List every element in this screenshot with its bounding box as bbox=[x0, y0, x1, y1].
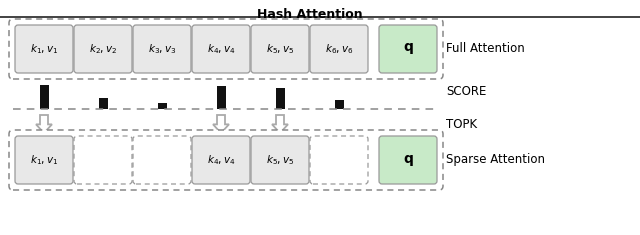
FancyBboxPatch shape bbox=[192, 25, 250, 73]
Text: $\mathbf{q}$: $\mathbf{q}$ bbox=[403, 153, 413, 168]
Text: Hash Attention: Hash Attention bbox=[257, 8, 363, 21]
Text: $k_2,v_2$: $k_2,v_2$ bbox=[89, 42, 117, 56]
Text: $k_4,v_4$: $k_4,v_4$ bbox=[207, 42, 236, 56]
FancyBboxPatch shape bbox=[15, 136, 73, 184]
Text: $k_5,v_5$: $k_5,v_5$ bbox=[266, 42, 294, 56]
FancyBboxPatch shape bbox=[74, 25, 132, 73]
FancyBboxPatch shape bbox=[379, 136, 437, 184]
FancyBboxPatch shape bbox=[379, 25, 437, 73]
Text: TOPK: TOPK bbox=[446, 118, 477, 130]
Text: Full Attention: Full Attention bbox=[446, 43, 525, 55]
FancyBboxPatch shape bbox=[133, 136, 191, 184]
Bar bbox=[216, 86, 225, 109]
FancyBboxPatch shape bbox=[251, 136, 309, 184]
Bar bbox=[275, 88, 285, 109]
Bar bbox=[157, 103, 166, 109]
FancyBboxPatch shape bbox=[15, 25, 73, 73]
FancyBboxPatch shape bbox=[133, 25, 191, 73]
Text: $k_5,v_5$: $k_5,v_5$ bbox=[266, 153, 294, 167]
Text: Sparse Attention: Sparse Attention bbox=[446, 153, 545, 167]
FancyBboxPatch shape bbox=[9, 130, 443, 190]
FancyBboxPatch shape bbox=[251, 25, 309, 73]
FancyBboxPatch shape bbox=[310, 136, 368, 184]
FancyBboxPatch shape bbox=[9, 19, 443, 79]
Text: $k_1,v_1$: $k_1,v_1$ bbox=[30, 153, 58, 167]
Polygon shape bbox=[36, 115, 52, 133]
FancyBboxPatch shape bbox=[310, 25, 368, 73]
Text: $k_1,v_1$: $k_1,v_1$ bbox=[30, 42, 58, 56]
Polygon shape bbox=[272, 115, 288, 133]
Text: $k_3,v_3$: $k_3,v_3$ bbox=[148, 42, 176, 56]
Text: SCORE: SCORE bbox=[446, 85, 486, 98]
Bar bbox=[335, 100, 344, 109]
Text: $k_6,v_6$: $k_6,v_6$ bbox=[324, 42, 353, 56]
Text: $k_4,v_4$: $k_4,v_4$ bbox=[207, 153, 236, 167]
FancyBboxPatch shape bbox=[192, 136, 250, 184]
FancyBboxPatch shape bbox=[74, 136, 132, 184]
Bar bbox=[99, 98, 108, 109]
Polygon shape bbox=[213, 115, 229, 133]
Text: $\mathbf{q}$: $\mathbf{q}$ bbox=[403, 42, 413, 56]
Bar bbox=[40, 85, 49, 109]
